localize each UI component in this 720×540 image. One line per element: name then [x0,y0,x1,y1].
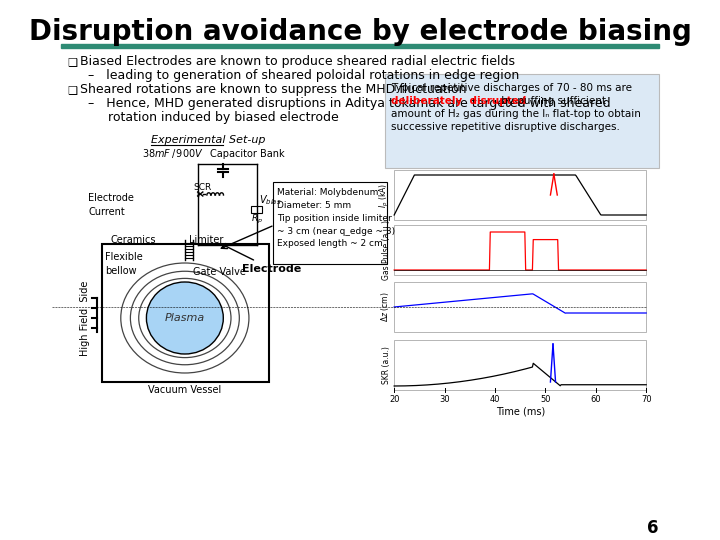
Text: $\Delta z$ (cm): $\Delta z$ (cm) [379,292,391,322]
Text: by puffing sufficient: by puffing sufficient [498,96,606,106]
Text: 40: 40 [490,395,500,404]
Bar [102,244,269,382]
Text: Ceramics: Ceramics [111,235,156,245]
FancyBboxPatch shape [273,182,387,264]
Bar [394,340,647,390]
Text: SKR (a.u.): SKR (a.u.) [382,346,391,384]
Text: Electrode: Electrode [221,244,302,274]
Text: Time (ms): Time (ms) [495,406,545,416]
Text: amount of H₂ gas during the Iₙ flat-top to obtain: amount of H₂ gas during the Iₙ flat-top … [391,109,641,119]
Text: Gate Valve: Gate Valve [194,267,246,277]
Text: rotation induced by biased electrode: rotation induced by biased electrode [89,111,339,125]
Text: ❑: ❑ [68,57,78,67]
Bar [394,282,647,332]
Ellipse shape [146,282,223,354]
Text: Typical repetitive discharges of 70 - 80 ms are: Typical repetitive discharges of 70 - 80… [391,83,631,93]
Text: Flexible
bellow: Flexible bellow [105,252,143,275]
Text: Experimental Set-up: Experimental Set-up [150,135,265,145]
FancyBboxPatch shape [384,74,659,168]
Bar [251,206,262,213]
Text: 6: 6 [647,519,659,537]
Text: $R_p$: $R_p$ [251,212,263,226]
Text: $38mF\,/\,900V$: $38mF\,/\,900V$ [142,147,204,160]
Text: 50: 50 [540,395,551,404]
Text: $I_p$ (kA): $I_p$ (kA) [378,183,391,208]
Text: Material: Molybdenum
Diameter: 5 mm
Tip position inside limiter
~ 3 cm (near q_e: Material: Molybdenum Diameter: 5 mm Tip … [277,188,395,248]
Text: –   leading to generation of sheared poloidal rotations in edge region: – leading to generation of sheared poloi… [89,70,520,83]
Text: deliberately  disrupted: deliberately disrupted [391,96,526,106]
Text: Sheared rotations are known to suppress the MHD fluctuation: Sheared rotations are known to suppress … [80,84,467,97]
Text: 60: 60 [590,395,601,404]
Text: 70: 70 [641,395,652,404]
Bar [61,44,659,48]
Text: Capacitor Bank: Capacitor Bank [210,149,285,159]
Text: $V_{bias}$: $V_{bias}$ [259,193,282,207]
Text: –   Hence, MHD generated disruptions in Aditya tokamak are targeted with sheared: – Hence, MHD generated disruptions in Ad… [89,98,611,111]
Bar [394,170,647,220]
Bar [394,225,647,275]
Text: Biased Electrodes are known to produce sheared radial electric fields: Biased Electrodes are known to produce s… [80,56,515,69]
Text: 30: 30 [439,395,450,404]
Text: Gas Pulse (a.u.): Gas Pulse (a.u.) [382,220,391,280]
Text: Limiter: Limiter [189,235,223,245]
Text: Plasma: Plasma [165,313,205,323]
Text: SCR: SCR [194,184,212,192]
Text: Electrode
Current: Electrode Current [89,193,134,217]
Text: successive repetitive disruptive discharges.: successive repetitive disruptive dischar… [391,122,620,132]
Text: ❑: ❑ [68,85,78,95]
Text: 20: 20 [389,395,400,404]
Text: Disruption avoidance by electrode biasing: Disruption avoidance by electrode biasin… [29,18,691,46]
Text: Vacuum Vessel: Vacuum Vessel [148,385,222,395]
Text: High Field  Side: High Field Side [80,280,90,356]
